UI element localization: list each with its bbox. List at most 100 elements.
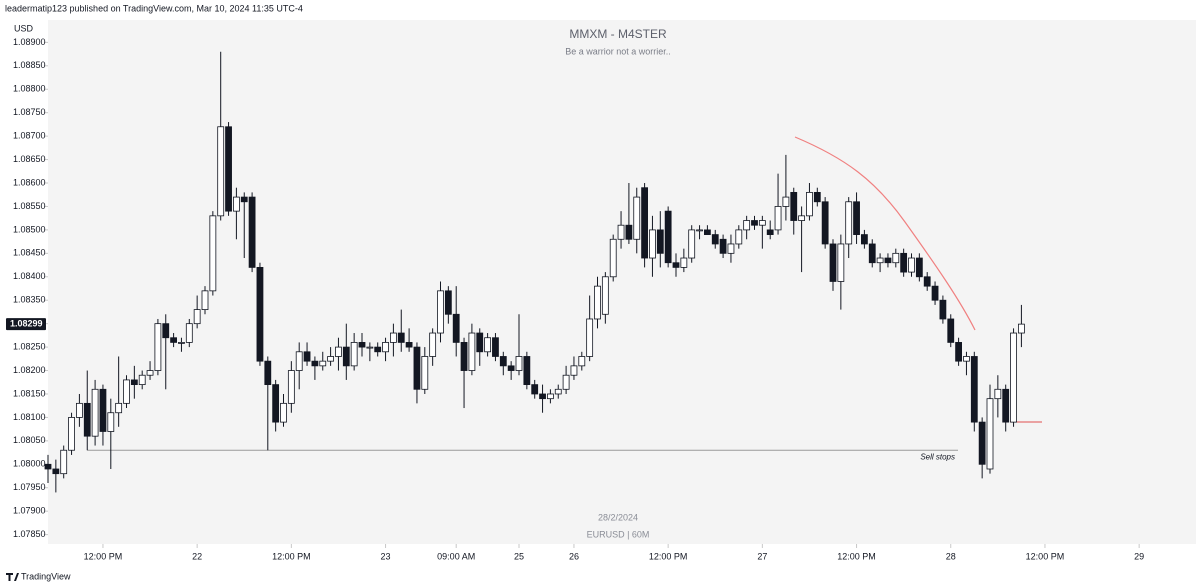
candle-body (955, 342, 962, 362)
candle-body (829, 243, 837, 282)
y-tick-label: 1.08450 (13, 248, 46, 258)
candle-body (83, 402, 91, 437)
candle-body (861, 234, 868, 245)
candle-body (884, 257, 892, 264)
candle-body (178, 342, 185, 344)
candle-body (91, 388, 99, 437)
y-tick-label: 1.08650 (13, 154, 46, 164)
x-tick-label: 29 (1134, 551, 1144, 561)
candle-body (170, 337, 178, 343)
candle-body (397, 332, 405, 343)
candle-body (813, 191, 821, 203)
candle-body (256, 267, 264, 362)
last-price-label: 1.08299 (10, 319, 43, 329)
x-tick-label: 27 (757, 551, 767, 561)
candle-body (193, 309, 201, 325)
y-tick-label: 1.08900 (13, 37, 46, 47)
candle-body (554, 388, 562, 395)
candle-body (758, 220, 766, 226)
candle-body (366, 346, 374, 349)
candle-body (444, 290, 452, 315)
candle-body (374, 346, 382, 353)
tradingview-logo: TradingView (6, 571, 71, 581)
candle-body (868, 243, 876, 264)
candle-body (900, 252, 908, 273)
candle-body (963, 356, 970, 362)
candle-body (931, 285, 939, 301)
candle-body (547, 393, 554, 400)
y-tick-label: 1.08600 (13, 177, 46, 187)
x-tick-label: 22 (192, 551, 202, 561)
candle-body (986, 398, 994, 470)
candle-body (303, 351, 311, 362)
y-tick-label: 1.08750 (13, 107, 46, 117)
candle-body (947, 318, 955, 343)
candle-body (115, 402, 123, 414)
candle-body (845, 201, 853, 245)
candle-body (562, 374, 570, 390)
candle-body (774, 206, 782, 231)
candle-body (264, 360, 272, 386)
candle-body (994, 388, 1002, 400)
watermark-date: 28/2/2024 (598, 512, 638, 522)
candle-body (130, 379, 138, 386)
x-tick-label: 12:00 PM (272, 551, 311, 561)
candle-body (578, 356, 586, 367)
y-tick-label: 1.08350 (13, 295, 46, 305)
candle-body (586, 318, 594, 357)
candle-body (335, 346, 342, 357)
candle-body (217, 126, 225, 217)
y-tick-label: 1.08150 (13, 388, 46, 398)
candle-body (123, 379, 130, 404)
x-tick-label: 12:00 PM (649, 551, 688, 561)
y-tick-label: 1.07950 (13, 482, 46, 492)
candle-body (923, 276, 931, 287)
candle-body (452, 313, 460, 343)
candle-body (625, 224, 633, 240)
candle-body (492, 337, 499, 357)
x-tick-label: 12:00 PM (84, 551, 123, 561)
x-tick-label: 23 (381, 551, 391, 561)
candle-body (798, 215, 805, 221)
x-tick-label: 09:00 AM (437, 551, 475, 561)
y-tick-label: 1.08550 (13, 201, 46, 211)
candle-body (617, 224, 625, 240)
candle-body (429, 332, 437, 357)
candle-body (806, 191, 813, 217)
candle-body (311, 360, 319, 367)
candle-body (743, 220, 751, 231)
candle-body (704, 229, 711, 235)
candle-body (570, 365, 578, 376)
footer-brand: TradingView (21, 571, 71, 581)
candle-body (248, 196, 256, 268)
candle-body (939, 299, 947, 320)
candle-body (99, 388, 107, 432)
candle-body (641, 187, 648, 259)
candle-body (1010, 332, 1017, 423)
candle-body (688, 229, 696, 259)
candle-body (382, 342, 389, 353)
x-tick-label: 12:00 PM (1026, 551, 1065, 561)
candle-body (656, 229, 664, 254)
publish-header: leadermatip123 published on TradingView.… (5, 3, 303, 13)
candle-body (876, 257, 884, 264)
sell-stops-label: Sell stops (920, 452, 955, 461)
watermark-symbol: EURUSD | 60M (587, 529, 650, 539)
candle-body (68, 417, 75, 451)
candle-body (272, 384, 280, 423)
candle-body (185, 323, 193, 343)
candle-body (484, 337, 492, 353)
candle-body (295, 351, 303, 371)
candle-body (60, 449, 68, 475)
candle-body (978, 421, 986, 465)
candle-body (523, 356, 531, 386)
candle-body (319, 360, 327, 367)
candle-body (76, 402, 83, 418)
candle-body (421, 356, 429, 390)
candle-body (201, 290, 209, 310)
candle-body (287, 370, 295, 404)
candle-body (751, 220, 758, 226)
candle-body (531, 384, 539, 395)
candle-body (327, 356, 335, 362)
